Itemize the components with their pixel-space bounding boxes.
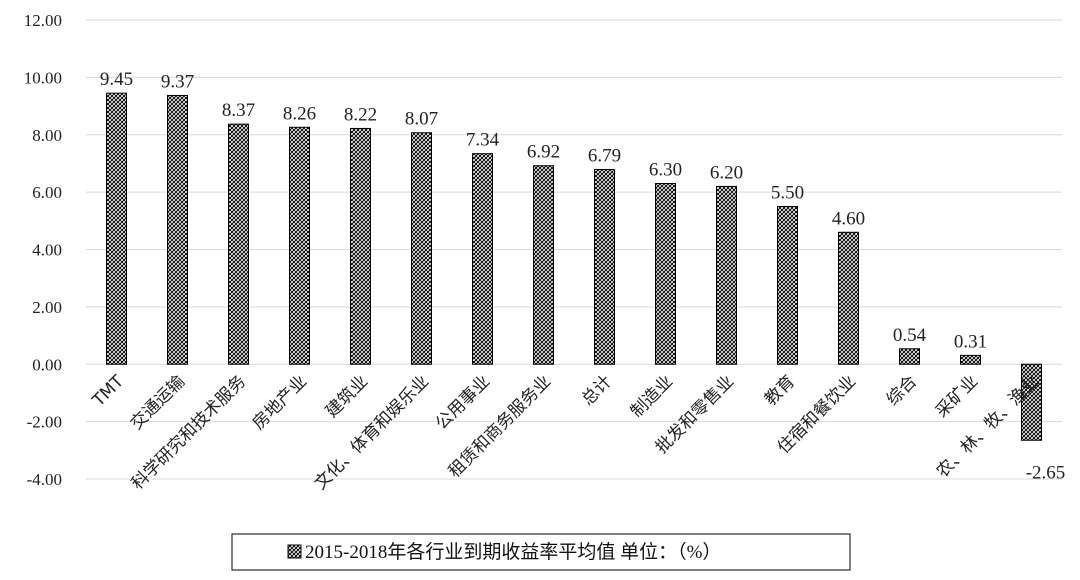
bar	[777, 205, 798, 365]
data-label: 8.37	[222, 100, 255, 121]
x-tick-label: 科学研究和技术服务	[128, 372, 250, 494]
x-tick-label: 综合	[883, 372, 921, 410]
data-label: 8.07	[405, 109, 438, 130]
y-tick-label: 4.00	[32, 241, 62, 260]
x-tick-label: TMT	[88, 371, 128, 411]
x-tick-label: 文化、体育和娱乐业	[311, 372, 433, 494]
legend-label: 2015-2018年各行业到期收益率平均值 单位：（%）	[305, 541, 721, 563]
x-tick-label: 房地产业	[249, 372, 311, 434]
bar	[655, 183, 676, 365]
x-tick-label: 交通运输	[127, 372, 189, 434]
x-tick-label: 制造业	[627, 372, 677, 422]
x-tick-label: 公用事业	[432, 372, 494, 434]
data-label: 7.34	[466, 130, 500, 151]
y-tick-label: -4.00	[27, 470, 62, 489]
x-tick-label: 总计	[578, 372, 616, 410]
y-tick-label: 2.00	[32, 298, 62, 317]
data-label: 9.37	[161, 71, 194, 92]
y-tick-label: 12.00	[24, 11, 62, 30]
data-label: 9.45	[100, 69, 133, 90]
bar	[960, 354, 981, 365]
y-tick-label: 8.00	[32, 126, 62, 145]
y-tick-label: 6.00	[32, 183, 62, 202]
y-tick-label: 0.00	[32, 355, 62, 374]
x-tick-label: 租赁和商务服务业	[445, 372, 555, 482]
bar	[1021, 363, 1042, 441]
data-label: 6.20	[710, 162, 743, 183]
bar	[411, 132, 432, 365]
data-label: 4.60	[832, 208, 865, 229]
data-label: 6.30	[649, 160, 682, 181]
data-label: -2.65	[1026, 462, 1066, 483]
bars	[106, 92, 1042, 441]
bar	[472, 153, 493, 365]
data-label: 8.26	[283, 103, 316, 124]
y-axis: -4.00 -2.00 0.00 2.00 4.00 6.00 8.00 10.00 12.00	[24, 11, 62, 489]
x-tick-label: 教育	[761, 372, 799, 410]
bar	[533, 165, 554, 365]
data-label: 5.50	[771, 182, 804, 203]
bar	[350, 127, 371, 365]
bar	[716, 185, 737, 365]
data-labels: 9.45 9.37 8.37 8.26 8.22 8.07 7.34 6.92 6.79 6.30…	[100, 69, 1065, 483]
y-tick-label: -2.00	[27, 413, 62, 432]
bar	[228, 123, 249, 365]
data-label: 8.22	[344, 104, 377, 125]
bar	[167, 94, 188, 365]
x-tick-label: 建筑业	[322, 372, 372, 422]
legend: 2015-2018年各行业到期收益率平均值 单位：（%）	[231, 533, 851, 571]
data-label: 6.92	[527, 142, 560, 163]
bar	[594, 168, 615, 365]
bar	[289, 126, 310, 365]
bar	[899, 348, 920, 365]
legend-swatch	[287, 544, 302, 559]
data-label: 0.31	[954, 331, 987, 352]
data-label: 6.79	[588, 145, 621, 166]
data-label: 0.54	[893, 325, 927, 346]
x-tick-label: 采矿业	[932, 372, 982, 422]
legend-box	[231, 533, 851, 571]
bar	[838, 231, 859, 365]
y-tick-label: 10.00	[24, 68, 62, 87]
bar	[106, 92, 127, 365]
